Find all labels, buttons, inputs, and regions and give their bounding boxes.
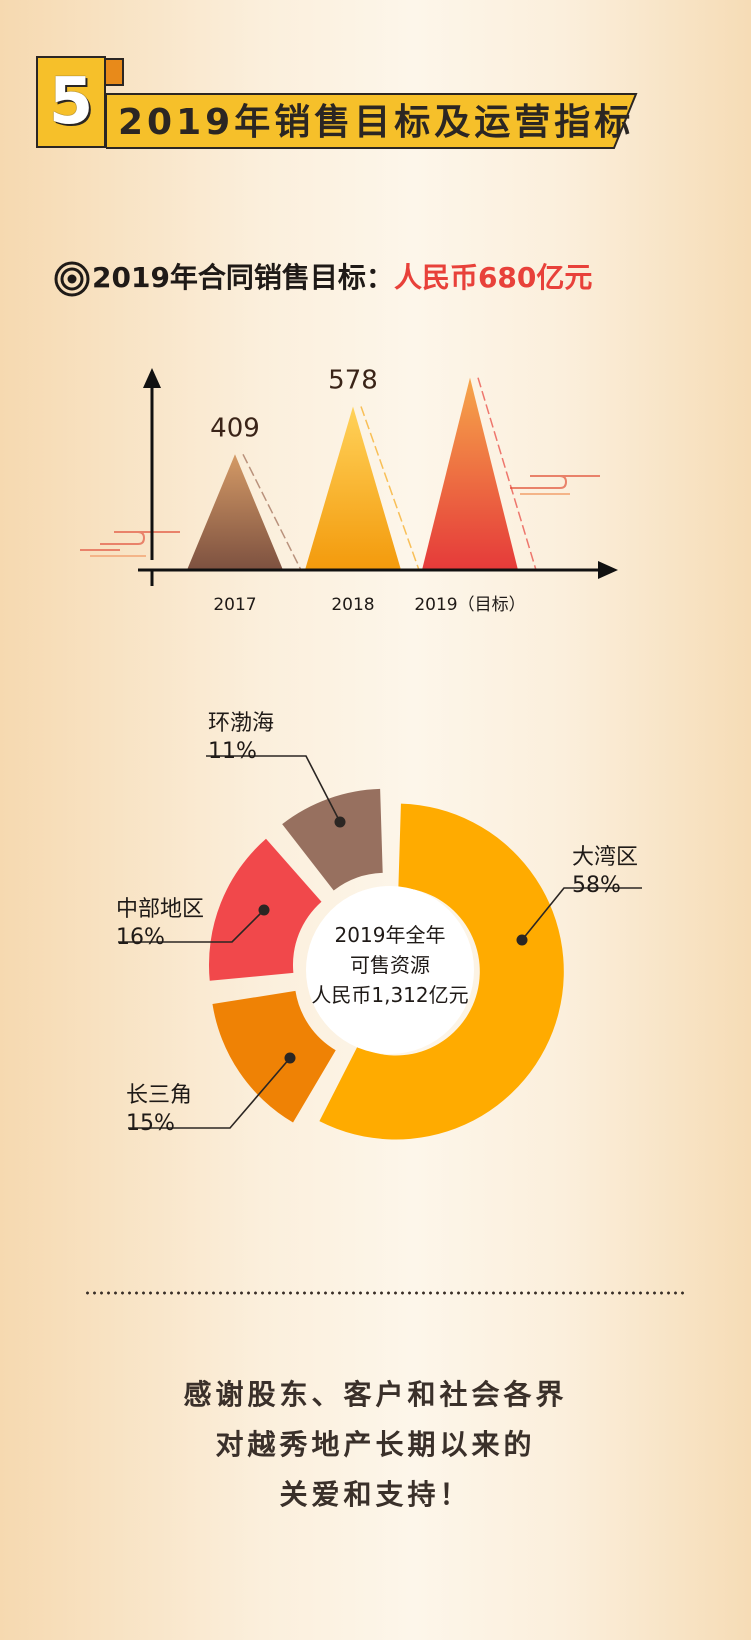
- donut-center-line-1: 可售资源: [350, 953, 430, 977]
- peak-bar-2018: [305, 406, 401, 570]
- slice-percent-3: 11%: [208, 739, 257, 764]
- slice-name-3: 环渤海: [208, 711, 274, 736]
- callout-line-环渤海: [206, 755, 341, 823]
- thanks-line-1: 感谢股东、客户和社会各界: [183, 1378, 568, 1411]
- slice-percent-2: 16%: [116, 925, 165, 950]
- category-label-2: 2019（目标）: [414, 595, 525, 615]
- value-label-2: 680: [445, 360, 495, 367]
- cloud-decoration-left: [80, 531, 180, 557]
- x-axis-arrow: [598, 561, 618, 579]
- thanks-line-2: 对越秀地产长期以来的: [215, 1428, 536, 1461]
- header-number-tab: [104, 58, 124, 86]
- donut-slice-大湾区: [319, 803, 564, 1140]
- callout-dot-长三角: [284, 1052, 296, 1064]
- slice-name-0: 大湾区: [572, 845, 638, 870]
- thanks-line-3: 关爱和支持！: [279, 1478, 472, 1511]
- sales-target-label: 2019年合同销售目标：: [92, 261, 394, 294]
- category-label-0: 2017: [213, 595, 256, 615]
- value-label-0: 409: [210, 413, 260, 443]
- section-number: 5: [48, 65, 94, 139]
- donut-slice-环渤海: [282, 788, 383, 891]
- donut-center-line-0: 2019年全年: [335, 923, 446, 947]
- page-title: 2019年销售目标及运营指标: [118, 102, 635, 143]
- callout-line-长三角: [128, 1057, 291, 1129]
- callout-line-中部地区: [118, 909, 265, 943]
- dotted-divider: [84, 1291, 688, 1295]
- peak-echo-1: [360, 406, 420, 571]
- callout-line-大湾区: [521, 887, 642, 941]
- peak-bar-2017: [187, 454, 283, 570]
- section-number-badge: 5: [36, 56, 106, 148]
- sales-target-value: 人民币680亿元: [393, 261, 593, 294]
- thanks-message: 感谢股东、客户和社会各界 对越秀地产长期以来的 关爱和支持！: [0, 1370, 751, 1520]
- peak-echo-0: [242, 453, 302, 571]
- title-banner: [106, 93, 638, 149]
- slice-name-1: 长三角: [126, 1083, 192, 1108]
- target-icon: [54, 261, 90, 297]
- donut-center: [306, 886, 474, 1054]
- y-axis-arrow: [143, 368, 161, 388]
- callout-dot-环渤海: [334, 816, 346, 828]
- slice-percent-1: 15%: [126, 1111, 175, 1136]
- donut-slice-长三角: [212, 990, 336, 1123]
- cloud-decoration-right: [510, 475, 600, 495]
- sales-target-line: 2019年合同销售目标：人民币680亿元: [92, 258, 592, 298]
- peak-bar-2019（目标）: [422, 377, 518, 570]
- slice-name-2: 中部地区: [116, 897, 204, 922]
- peak-echo-2: [477, 377, 537, 571]
- callout-dot-大湾区: [516, 934, 528, 946]
- category-label-1: 2018: [331, 595, 374, 615]
- callout-dot-中部地区: [258, 904, 270, 916]
- value-label-1: 578: [328, 366, 378, 396]
- sales-peak-chart: 409 2017 578 2018 680 2019（目标）: [80, 360, 618, 615]
- slice-percent-0: 58%: [572, 873, 621, 898]
- donut-center-line-2: 人民币1,312亿元: [311, 983, 468, 1007]
